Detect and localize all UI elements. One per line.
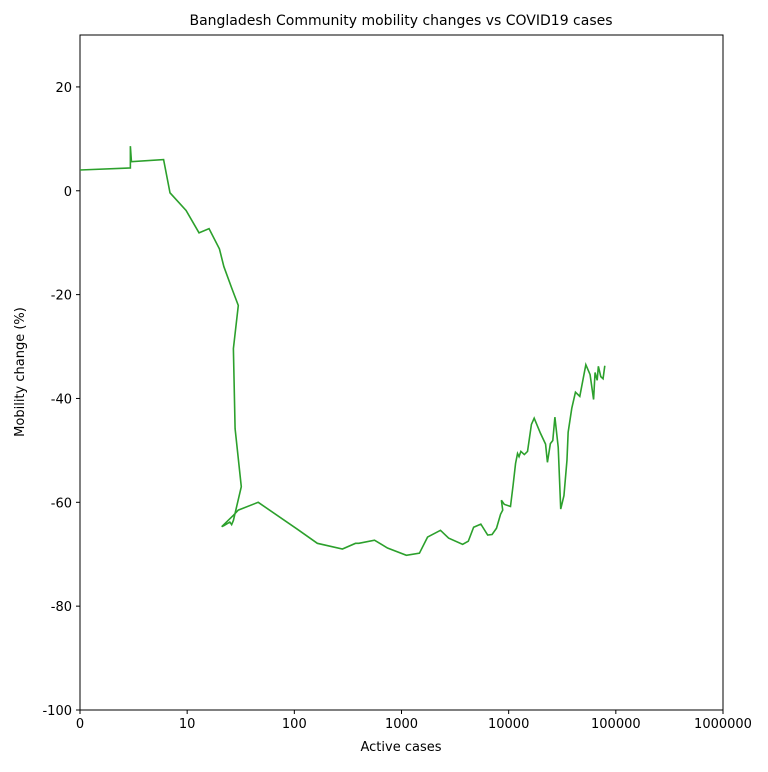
y-tick-label: 20 xyxy=(55,81,72,96)
x-tick-label: 10 xyxy=(179,717,196,732)
y-tick-label: -100 xyxy=(42,704,72,719)
data-line xyxy=(79,146,606,557)
y-tick-label: -40 xyxy=(51,392,72,407)
x-tick-label: 1000 xyxy=(385,717,418,732)
y-axis-label: Mobility change (%) xyxy=(13,307,28,437)
chart-title: Bangladesh Community mobility changes vs… xyxy=(189,13,612,29)
y-tick-label: -20 xyxy=(51,289,72,304)
y-tick-label: -80 xyxy=(51,600,72,615)
y-tick-label: -60 xyxy=(51,496,72,511)
x-tick-label: 1000000 xyxy=(694,717,752,732)
x-tick-label: 100000 xyxy=(591,717,641,732)
x-tick-label: 10000 xyxy=(488,717,529,732)
x-axis-label: Active cases xyxy=(360,740,441,755)
x-tick-label: 0 xyxy=(76,717,84,732)
plot-frame xyxy=(79,34,724,711)
x-tick-label: 100 xyxy=(282,717,307,732)
y-tick-label: 0 xyxy=(64,185,72,200)
